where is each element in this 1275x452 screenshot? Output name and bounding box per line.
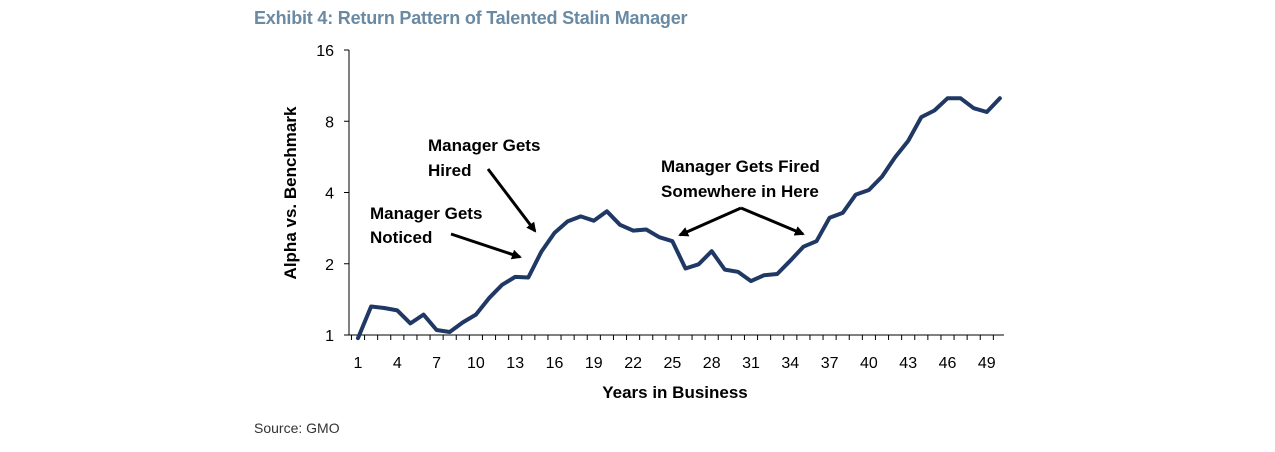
data-point [593,220,595,222]
axes [344,49,1004,340]
x-tick-label: 37 [821,355,839,372]
annotation-fired-arrow-right [740,206,805,236]
data-point [383,307,385,309]
data-point [645,229,647,231]
data-point [789,260,791,262]
y-tick-label: 16 [316,43,334,60]
data-point [973,107,975,109]
annotation-hired-arrow [486,168,537,233]
data-point [907,140,909,142]
data-point [776,273,778,275]
data-point [554,232,555,234]
data-point [370,305,372,307]
x-tick-label: 4 [393,355,402,372]
series-line [356,96,1002,341]
x-tick-label: 22 [624,355,642,372]
data-point [357,337,359,339]
data-point [685,267,686,269]
x-tick-label: 13 [506,355,524,372]
data-point [960,97,962,99]
data-point [436,329,438,331]
annotation-fired-line2: Somewhere in Here [661,182,819,201]
x-axis-title: Years in Business [602,383,748,402]
chart-title: Exhibit 4: Return Pattern of Talented St… [254,8,688,28]
x-tick-label: 40 [860,355,878,372]
x-tick-label: 28 [703,355,721,372]
data-point [920,116,922,118]
data-point [855,194,857,196]
data-point [449,331,451,333]
data-point [619,224,621,226]
data-point [933,110,935,112]
data-point [802,246,804,248]
annotation-fired-arrow-left [678,206,742,237]
data-point [671,240,673,242]
y-axis-title: Alpha vs. Benchmark [281,106,300,279]
data-point [488,297,490,299]
data-point [750,280,752,282]
data-point [514,276,516,278]
data-point [501,284,503,286]
data-point [881,176,883,178]
annotation-hired-line1: Manager Gets [428,136,540,155]
y-tick-label: 1 [325,328,334,345]
annotation-hired: Manager Gets Hired [428,136,540,233]
data-point [816,240,817,242]
data-point [986,111,988,113]
data-point [527,276,529,278]
data-point [475,314,477,316]
data-point [540,251,542,253]
data-point [711,250,713,252]
annotation-noticed-line1: Manager Gets [370,204,482,223]
x-tick-label: 43 [899,355,917,372]
annotation-fired-line1: Manager Gets Fired [661,157,820,176]
y-tick-label: 2 [325,257,334,274]
annotation-noticed-line2: Noticed [370,228,432,247]
x-tick-label: 46 [939,355,957,372]
data-point [606,210,608,212]
x-tick-label: 7 [432,355,441,372]
data-point [698,263,700,265]
data-point [724,269,726,271]
data-point [868,189,870,191]
annotation-hired-line2: Hired [428,161,471,180]
data-points [357,97,1001,339]
x-tick-label: 10 [467,355,485,372]
data-point [567,220,569,222]
tick-labels: 1 2 4 8 16 1 4 7 10 13 16 19 22 25 28 31 34 37 40 43 46 49 [316,43,996,372]
data-point [632,230,634,232]
y-tick-label: 4 [325,186,334,203]
data-point [409,322,411,324]
source-note: Source: GMO [254,420,340,436]
x-tick-label: 16 [546,355,564,372]
x-tick-label: 1 [354,355,363,372]
data-point [462,321,464,323]
data-point [658,236,660,238]
annotation-noticed-arrow [450,232,522,260]
x-tick-label: 49 [978,355,996,372]
data-point [829,217,831,219]
data-point [842,212,844,214]
data-point [396,309,398,311]
data-point [763,274,765,276]
data-point [423,314,424,316]
x-tick-label: 31 [742,355,760,372]
data-point [737,271,739,273]
data-point [894,156,896,158]
x-tick-label: 19 [585,355,603,372]
y-tick-label: 8 [325,114,334,131]
data-point [580,215,582,217]
data-point [999,97,1001,99]
data-point [947,97,948,99]
annotation-fired: Manager Gets Fired Somewhere in Here [661,157,820,237]
x-tick-label: 25 [664,355,682,372]
x-tick-label: 34 [781,355,799,372]
annotation-noticed: Manager Gets Noticed [370,204,522,260]
